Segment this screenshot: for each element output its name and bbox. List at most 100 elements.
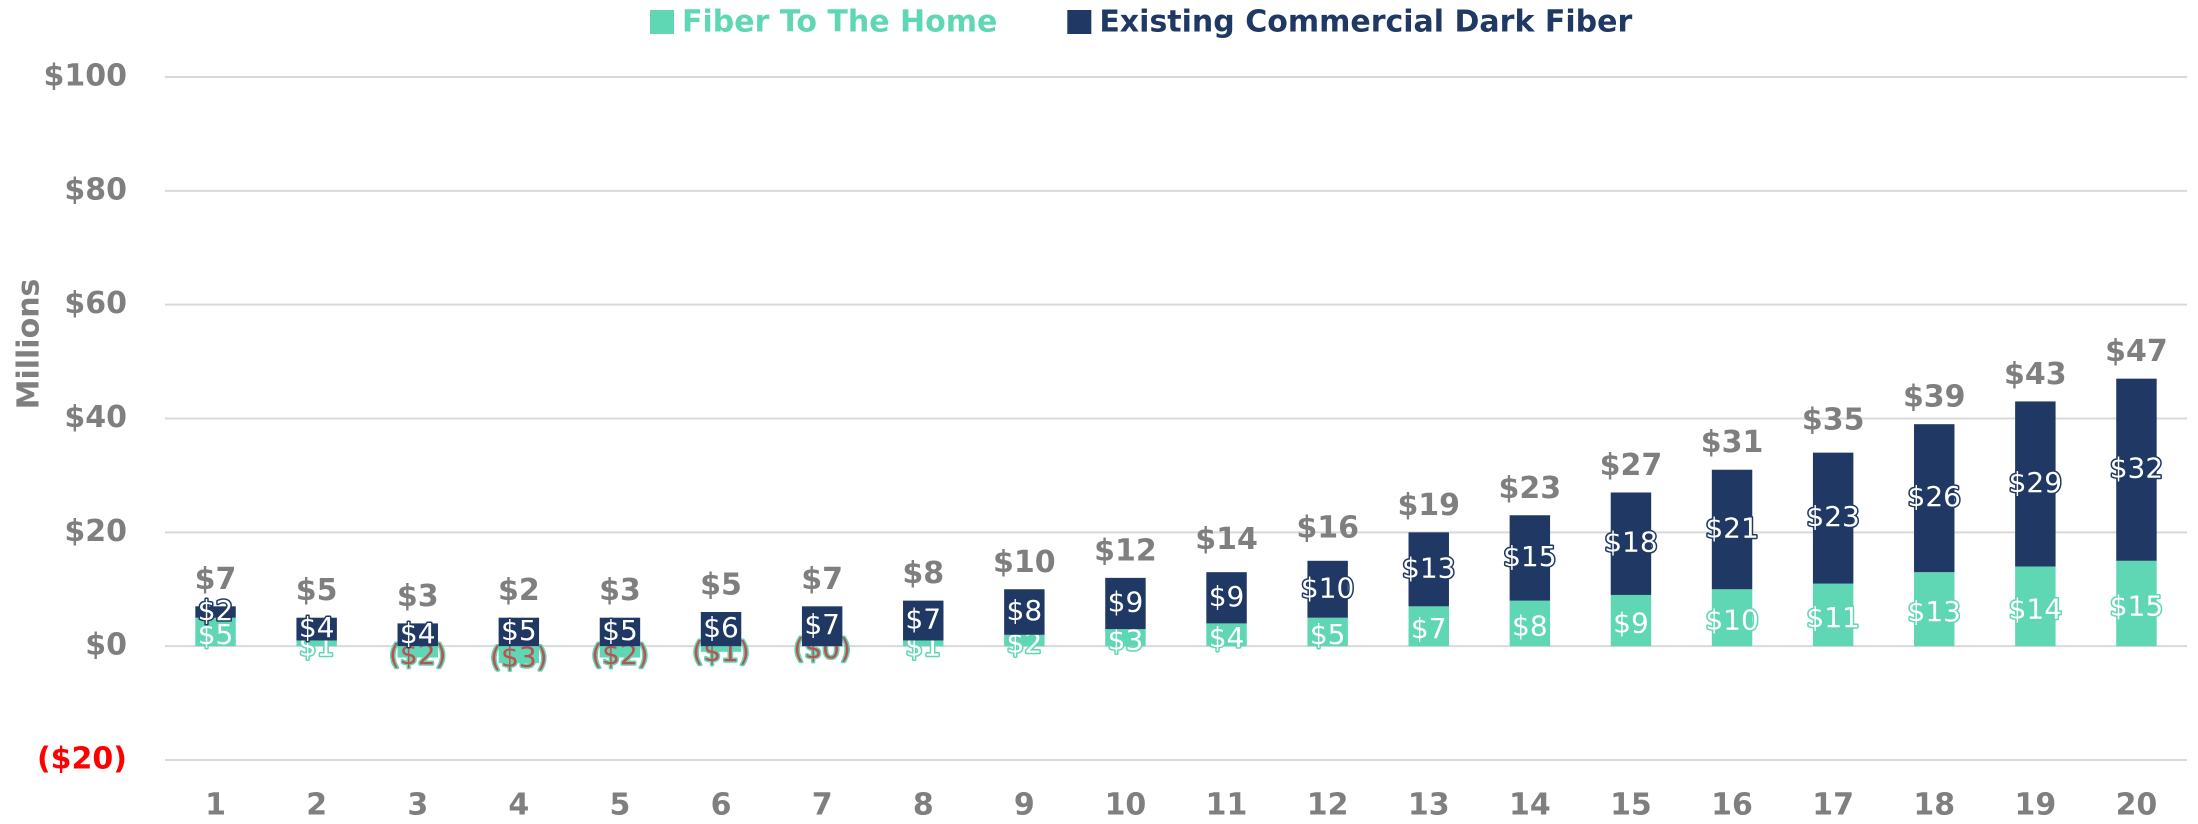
bar-segment bbox=[1004, 589, 1045, 635]
segment-label: $5 bbox=[501, 614, 537, 647]
x-tick-label: 15 bbox=[1610, 788, 1652, 823]
x-tick-label: 5 bbox=[610, 788, 631, 823]
bar-segment bbox=[1812, 583, 1854, 647]
bar-segment bbox=[1105, 577, 1146, 630]
bar-segment bbox=[1408, 532, 1449, 607]
total-label: $5 bbox=[296, 573, 338, 608]
bar-segment bbox=[1509, 600, 1551, 647]
x-tick-label: 14 bbox=[1509, 788, 1551, 823]
x-tick-label: 18 bbox=[1913, 788, 1955, 823]
legend-label: Existing Commercial Dark Fiber bbox=[1099, 5, 1632, 40]
bar-segment bbox=[1610, 594, 1652, 647]
segment-label: $29 bbox=[2009, 466, 2062, 499]
x-tick-label: 2 bbox=[306, 788, 327, 823]
segment-label: $4 bbox=[400, 617, 436, 650]
x-tick-label: 12 bbox=[1307, 788, 1349, 823]
bar-segment bbox=[801, 606, 843, 647]
bar-segment bbox=[397, 623, 438, 647]
y-tick-label: $60 bbox=[64, 286, 127, 321]
total-label: $31 bbox=[1701, 425, 1764, 460]
segment-label: $14 bbox=[2009, 592, 2062, 625]
total-label: $12 bbox=[1094, 533, 1157, 568]
x-tick-label: 19 bbox=[2014, 788, 2056, 823]
y-tick-label: $100 bbox=[44, 59, 128, 94]
segment-label: $32 bbox=[2110, 452, 2163, 485]
x-tick-label: 13 bbox=[1408, 788, 1450, 823]
bar-segment bbox=[397, 646, 438, 658]
y-tick-label: ($20) bbox=[37, 742, 127, 777]
total-label: $2 bbox=[498, 573, 540, 608]
segment-label: $6 bbox=[703, 611, 739, 644]
bar-segment bbox=[1711, 469, 1753, 590]
x-tick-label: 9 bbox=[1014, 788, 1035, 823]
segment-label: $7 bbox=[804, 608, 840, 641]
x-tick-label: 1 bbox=[205, 788, 226, 823]
bar-segment bbox=[2116, 560, 2157, 647]
segment-label: $10 bbox=[1705, 604, 1758, 637]
total-label: $3 bbox=[599, 573, 641, 608]
segment-label: $21 bbox=[1705, 511, 1758, 544]
segment-label: $26 bbox=[1908, 480, 1961, 513]
x-tick-label: 16 bbox=[1711, 788, 1753, 823]
bar-segment bbox=[1914, 424, 1955, 573]
y-axis-label: Millions bbox=[12, 279, 47, 410]
total-label: $27 bbox=[1600, 448, 1663, 483]
total-label: $47 bbox=[2105, 334, 2168, 369]
y-tick-label: $80 bbox=[64, 172, 127, 207]
bar-segment bbox=[903, 640, 944, 647]
x-tick-label: 3 bbox=[407, 788, 428, 823]
segment-label: $5 bbox=[602, 614, 638, 647]
bar-segment bbox=[2015, 566, 2056, 647]
bar-segment bbox=[1408, 606, 1449, 647]
segment-label: $9 bbox=[1108, 585, 1144, 618]
total-label: $16 bbox=[1296, 511, 1359, 546]
segment-label: $10 bbox=[1301, 571, 1354, 604]
bar-segment bbox=[599, 646, 641, 658]
segment-label: $18 bbox=[1604, 526, 1657, 559]
total-label: $5 bbox=[700, 568, 742, 603]
x-tick-label: 6 bbox=[711, 788, 732, 823]
segment-label: $15 bbox=[1503, 540, 1556, 573]
bar-segment bbox=[1711, 589, 1753, 647]
y-tick-label: $40 bbox=[64, 400, 127, 435]
y-tick-label: $0 bbox=[85, 628, 127, 663]
bar-segment bbox=[195, 617, 236, 647]
segment-label: $7 bbox=[905, 603, 941, 636]
legend-label: Fiber To The Home bbox=[682, 5, 997, 40]
bar-segment bbox=[1914, 572, 1955, 647]
bar-segment bbox=[1812, 452, 1854, 584]
bar-segment bbox=[700, 612, 742, 647]
total-label: $23 bbox=[1499, 471, 1562, 506]
segment-label: $15 bbox=[2110, 589, 2163, 622]
x-tick-label: 11 bbox=[1206, 788, 1248, 823]
bar-segment bbox=[1004, 634, 1045, 647]
bar-segment bbox=[296, 617, 337, 641]
total-label: $7 bbox=[195, 562, 237, 597]
segment-label: $5 bbox=[198, 618, 234, 651]
segment-label: $13 bbox=[1402, 551, 1455, 584]
total-label: $19 bbox=[1397, 488, 1460, 523]
segment-label: $23 bbox=[1806, 500, 1859, 533]
bar-segment bbox=[1307, 617, 1348, 647]
total-label: $35 bbox=[1802, 402, 1865, 437]
segment-label: $11 bbox=[1806, 601, 1859, 634]
total-label: $39 bbox=[1903, 380, 1966, 415]
segment-label: $9 bbox=[1613, 607, 1649, 640]
total-label: $8 bbox=[902, 556, 944, 591]
bar-segment bbox=[498, 646, 540, 664]
x-tick-label: 20 bbox=[2116, 788, 2158, 823]
x-tick-label: 17 bbox=[1812, 788, 1854, 823]
bar-segment bbox=[599, 617, 641, 647]
bar-segment bbox=[1610, 492, 1652, 595]
bar-segment bbox=[498, 617, 540, 647]
legend-swatch bbox=[1067, 10, 1092, 34]
segment-label: $5 bbox=[1310, 618, 1346, 651]
segment-label: $13 bbox=[1908, 595, 1961, 628]
bar-segment bbox=[2116, 378, 2157, 561]
total-label: $10 bbox=[993, 545, 1056, 580]
segment-label: $4 bbox=[1209, 621, 1245, 654]
bar-segment bbox=[195, 606, 236, 618]
bar-segment bbox=[700, 646, 742, 652]
x-tick-label: 7 bbox=[812, 788, 833, 823]
